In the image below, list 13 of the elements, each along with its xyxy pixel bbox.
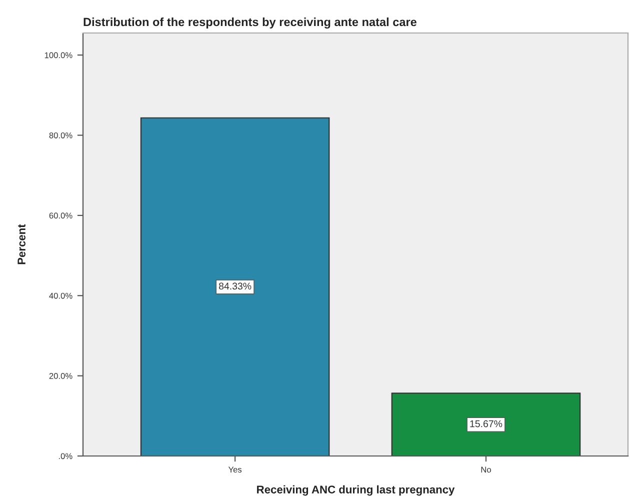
y-tick-label: 40.0%	[49, 292, 72, 299]
x-tick-label: Yes	[228, 466, 242, 473]
chart-title: Distribution of the respondents by receiving ante natal care	[84, 18, 416, 29]
y-tick-label: 60.0%	[49, 212, 72, 219]
x-tick-label: No	[481, 466, 491, 473]
y-tick-label: .0%	[58, 453, 72, 460]
y-tick-label: 80.0%	[49, 132, 72, 138]
data-label: 84.33%	[218, 282, 252, 290]
data-label: 15.67%	[470, 420, 502, 428]
y-tick-label: 20.0%	[49, 373, 72, 379]
x-axis-title: Receiving ANC during last pregnancy	[257, 485, 455, 496]
y-axis-title: Percent	[18, 224, 26, 264]
y-tick-label: 100.0%	[44, 52, 72, 58]
